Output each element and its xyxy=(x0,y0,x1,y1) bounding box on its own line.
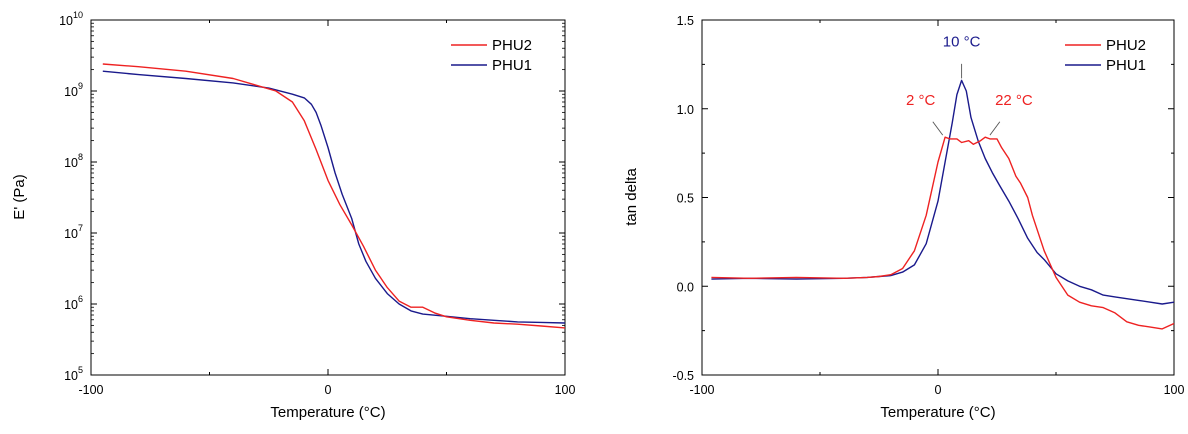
y-tick-label: 106 xyxy=(64,294,83,312)
x-tick-labels: -100 0 100 xyxy=(78,383,575,397)
y-tick-label: -0.5 xyxy=(672,369,694,383)
y-tick-exponent: 6 xyxy=(78,294,83,304)
axis-ticks xyxy=(701,19,1175,376)
y-tick-exponent: 8 xyxy=(78,152,83,162)
series-layer xyxy=(102,63,566,329)
y-tick-exponent: 9 xyxy=(78,81,83,91)
axis-ticks xyxy=(90,19,566,376)
y-tick-label: 1.5 xyxy=(677,14,694,28)
y-tick-exponent: 5 xyxy=(78,365,83,375)
x-tick-labels: -100 0 100 xyxy=(689,383,1184,397)
peak-annotation-label: 22 °C xyxy=(995,92,1033,109)
legend-label-phu1: PHU1 xyxy=(1106,57,1146,74)
series-line-phu2 xyxy=(102,63,566,329)
y-tick-base: 10 xyxy=(64,156,78,170)
legend-label-phu1: PHU1 xyxy=(492,57,532,74)
y-axis-label: E' (Pa) xyxy=(11,174,28,219)
y-tick-exponent: 7 xyxy=(78,223,83,233)
legend: PHU2 PHU1 xyxy=(1065,37,1146,74)
legend-label-phu2: PHU2 xyxy=(1106,37,1146,54)
y-tick-base: 10 xyxy=(64,298,78,312)
peak-annotations: 2 °C 10 °C 22 °C xyxy=(906,33,1033,136)
legend-label-phu2: PHU2 xyxy=(492,37,532,54)
series-line-phu2 xyxy=(711,136,1175,330)
y-tick-exponent: 10 xyxy=(73,10,83,20)
y-tick-base: 10 xyxy=(59,14,73,28)
x-tick-label: -100 xyxy=(689,383,714,397)
y-tick-label: 108 xyxy=(64,152,83,170)
x-axis-label: Temperature (°C) xyxy=(880,404,995,421)
y-tick-base: 10 xyxy=(64,369,78,383)
y-tick-label: 1010 xyxy=(59,10,83,28)
x-axis-label: Temperature (°C) xyxy=(270,404,385,421)
y-tick-label: 1.0 xyxy=(677,103,694,117)
peak-annotation-label: 10 °C xyxy=(943,33,981,50)
y-tick-label: 0.0 xyxy=(677,280,694,294)
annotation-leader xyxy=(989,121,1001,136)
tan-delta-chart: -100 0 100 -0.5 0.0 0.5 1.0 1.5 2 °C 10 °C 22 °C… xyxy=(623,14,1184,421)
peak-annotation-label: 2 °C xyxy=(906,92,936,109)
y-tick-label: 109 xyxy=(64,81,83,99)
series-line-phu1 xyxy=(102,70,566,324)
y-tick-base: 10 xyxy=(64,85,78,99)
y-tick-label: 105 xyxy=(64,365,83,383)
annotation-leader xyxy=(932,121,944,136)
x-tick-label: 100 xyxy=(555,383,576,397)
series-layer xyxy=(711,79,1175,330)
x-tick-label: 0 xyxy=(935,383,942,397)
y-axis-label: tan delta xyxy=(623,168,640,226)
x-tick-label: 0 xyxy=(325,383,332,397)
y-tick-labels: -0.5 0.0 0.5 1.0 1.5 xyxy=(672,14,694,383)
legend: PHU2 PHU1 xyxy=(451,37,532,74)
series-line-phu1 xyxy=(711,79,1175,305)
x-tick-label: 100 xyxy=(1164,383,1185,397)
y-tick-label: 107 xyxy=(64,223,83,241)
y-tick-base: 10 xyxy=(64,227,78,241)
x-tick-label: -100 xyxy=(78,383,103,397)
y-tick-label: 0.5 xyxy=(677,192,694,206)
